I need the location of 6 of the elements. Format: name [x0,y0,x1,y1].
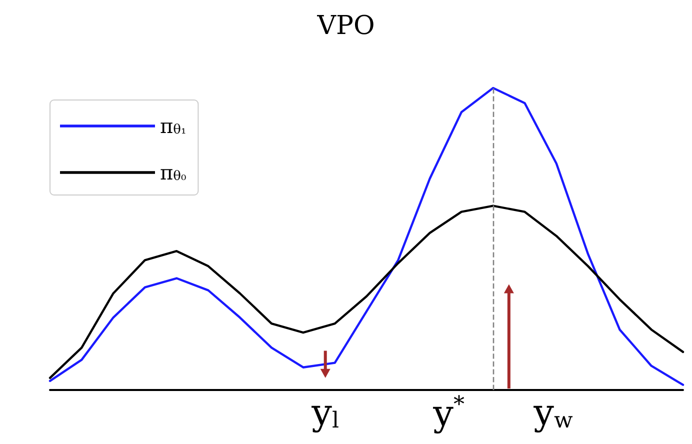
legend-label: πθ₀ [160,160,186,184]
text: yl [310,392,340,434]
text: yw [532,392,573,434]
chart-title: VPO [316,11,375,41]
legend-label: πθ₁ [160,114,186,138]
text: y* [432,392,464,434]
